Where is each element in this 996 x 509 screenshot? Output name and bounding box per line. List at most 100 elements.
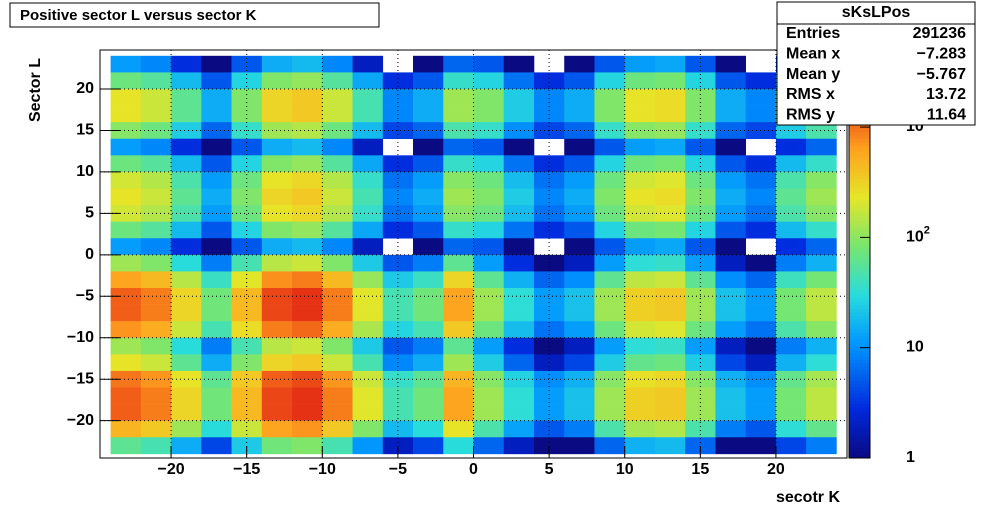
cell xyxy=(322,155,353,173)
cell xyxy=(322,337,353,355)
cell xyxy=(624,72,656,90)
cell xyxy=(322,88,353,106)
cell xyxy=(715,254,746,272)
palette-step xyxy=(849,318,870,323)
cell xyxy=(654,387,686,405)
cell xyxy=(503,72,535,90)
cell xyxy=(171,205,202,222)
cell xyxy=(775,221,807,239)
cell xyxy=(685,321,716,339)
cell xyxy=(292,254,323,272)
cell xyxy=(322,321,353,339)
z-tick-label: 1 xyxy=(906,449,915,466)
title-box xyxy=(9,2,380,28)
cell xyxy=(201,387,232,405)
cell xyxy=(685,404,716,421)
cell xyxy=(775,205,807,222)
cell xyxy=(564,72,595,90)
cell xyxy=(654,238,686,256)
cell xyxy=(775,420,807,438)
y-tick-label: 0 xyxy=(85,246,94,263)
cell xyxy=(413,138,444,156)
cell xyxy=(171,55,202,73)
cell xyxy=(443,105,474,123)
cell xyxy=(322,188,353,206)
cell xyxy=(261,221,293,239)
palette-step xyxy=(849,424,870,428)
cell xyxy=(413,221,444,239)
cell xyxy=(443,238,474,256)
cell xyxy=(806,337,837,355)
cell xyxy=(806,304,837,322)
cell xyxy=(413,420,444,438)
cell xyxy=(201,337,232,355)
cell xyxy=(715,437,746,455)
cell xyxy=(443,88,474,106)
palette-step xyxy=(849,322,870,326)
cell xyxy=(261,370,293,388)
cell xyxy=(261,387,293,405)
cell xyxy=(503,387,535,405)
palette-step xyxy=(849,393,870,398)
cell xyxy=(140,271,172,289)
cell xyxy=(806,420,837,438)
palette: 110102103 xyxy=(848,49,930,466)
cell xyxy=(594,72,626,90)
cell xyxy=(322,171,353,189)
cell xyxy=(261,321,293,339)
stats-label: Entries xyxy=(786,25,840,42)
cell xyxy=(806,404,837,421)
cell xyxy=(110,238,142,256)
cell xyxy=(231,321,263,339)
cell xyxy=(533,304,565,322)
cell xyxy=(443,420,474,438)
cell xyxy=(292,122,323,140)
cell xyxy=(382,437,414,455)
cell xyxy=(413,387,444,405)
palette-step xyxy=(849,379,870,384)
cell xyxy=(140,155,172,173)
palette-step xyxy=(849,298,870,303)
cell xyxy=(594,354,626,372)
cell xyxy=(533,420,565,438)
cell xyxy=(352,171,384,189)
cell xyxy=(624,155,656,173)
cell xyxy=(594,288,626,305)
cell xyxy=(352,188,384,206)
cell xyxy=(685,437,716,455)
stats-title: sKsLPos xyxy=(842,4,911,21)
cell xyxy=(654,404,686,421)
cell xyxy=(110,205,142,222)
cell xyxy=(775,238,807,256)
cell xyxy=(624,304,656,322)
x-tick-label: −15 xyxy=(233,461,260,478)
palette-step xyxy=(849,451,870,456)
cell xyxy=(775,337,807,355)
cell xyxy=(594,105,626,123)
palette-step xyxy=(849,277,870,282)
palette-step xyxy=(849,138,870,143)
palette-step xyxy=(849,250,870,255)
cell xyxy=(201,354,232,372)
cell xyxy=(473,271,505,289)
cell xyxy=(110,387,142,405)
cell xyxy=(654,122,686,140)
palette-step xyxy=(849,271,870,275)
cell xyxy=(503,122,535,140)
cell xyxy=(654,72,686,90)
cell xyxy=(382,88,414,106)
cell xyxy=(594,122,626,140)
cell xyxy=(503,288,535,305)
cell xyxy=(140,254,172,272)
cell xyxy=(806,221,837,239)
cell xyxy=(382,271,414,289)
cell xyxy=(534,139,565,156)
cell xyxy=(443,188,474,206)
palette-step xyxy=(849,390,870,394)
cell xyxy=(533,437,565,455)
cell xyxy=(685,88,716,106)
cell xyxy=(292,404,323,421)
cell xyxy=(594,370,626,388)
cell xyxy=(654,288,686,305)
cell xyxy=(624,437,656,455)
